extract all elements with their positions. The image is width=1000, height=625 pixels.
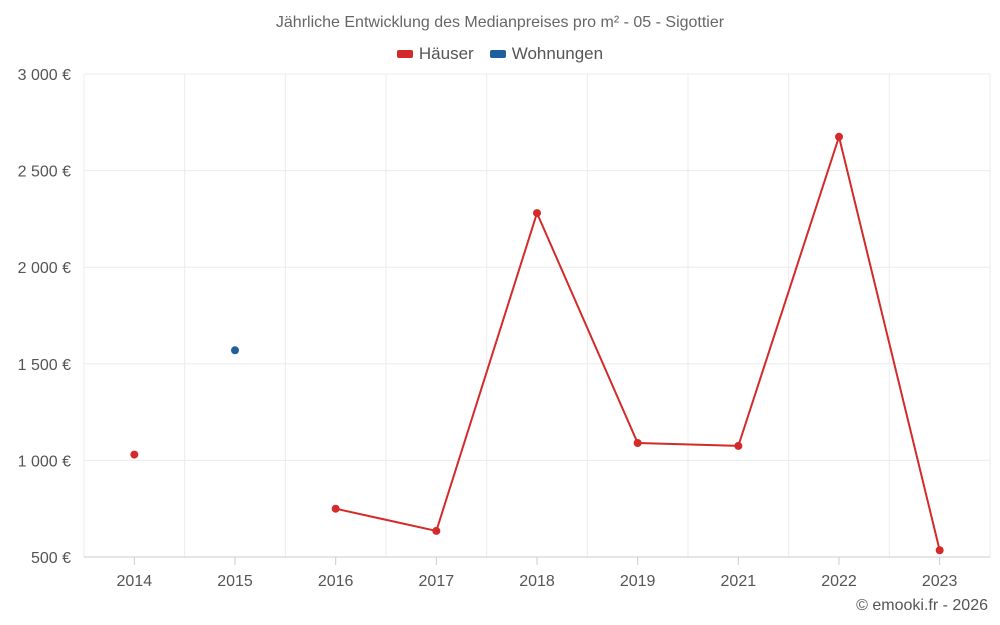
data-point-houses [935, 546, 944, 555]
chart-title: Jährliche Entwicklung des Medianpreises … [275, 14, 725, 31]
x-tick-label: 2015 [217, 573, 253, 590]
x-tick-label: 2019 [620, 573, 656, 590]
chart-legend: Häuser Wohnungen [0, 44, 1000, 64]
x-tick-label: 2014 [117, 573, 153, 590]
y-tick-label: 3 000 € [18, 67, 71, 84]
y-tick-label: 2 500 € [18, 164, 71, 181]
legend-label-apartments: Wohnungen [511, 44, 604, 63]
data-point-houses [835, 132, 843, 141]
y-tick-label: 1 000 € [18, 453, 71, 470]
x-tick-label: 2016 [318, 573, 354, 590]
x-tick-label: 2022 [821, 573, 857, 590]
legend-item-houses[interactable]: Häuser [396, 44, 474, 64]
x-tick-label: 2023 [922, 573, 958, 590]
x-tick-label: 2018 [519, 573, 555, 590]
y-tick-label: 2 000 € [18, 260, 71, 277]
data-point-houses [734, 441, 743, 450]
legend-label-houses: Häuser [418, 44, 474, 63]
data-point-houses [432, 526, 441, 535]
legend-swatch-houses [396, 50, 413, 58]
legend-swatch-apartments [489, 50, 506, 58]
x-tick-label: 2021 [721, 573, 757, 590]
y-tick-label: 500 € [31, 550, 71, 567]
data-point-houses [533, 209, 541, 218]
series-line-houses [335, 135, 941, 551]
x-tick-label: 2017 [419, 573, 455, 590]
y-tick-label: 1 500 € [18, 357, 71, 374]
data-point-houses [633, 439, 642, 448]
data-point-houses [130, 450, 139, 459]
data-point-apartments [231, 346, 239, 355]
legend-item-apartments[interactable]: Wohnungen [489, 44, 604, 64]
credit-text: © emooki.fr - 2026 [856, 597, 988, 614]
data-point-houses [331, 504, 340, 513]
